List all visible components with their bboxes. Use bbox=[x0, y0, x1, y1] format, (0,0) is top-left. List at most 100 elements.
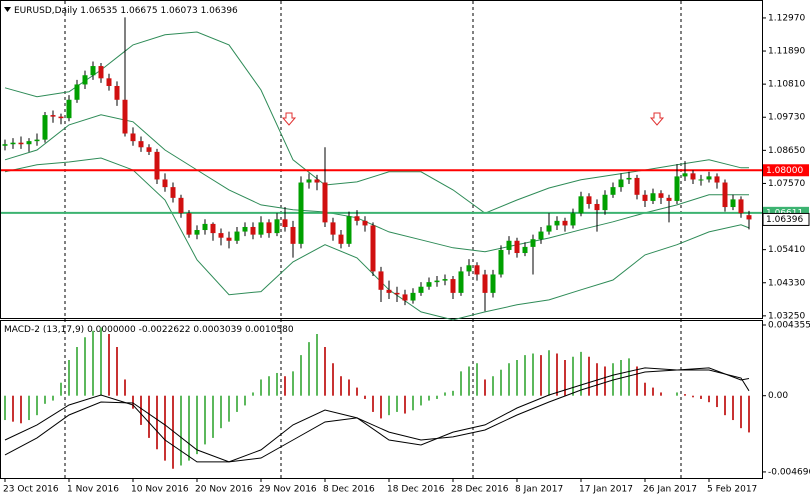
candle-body bbox=[498, 249, 504, 275]
x-tick-label: 26 Jan 2017 bbox=[643, 485, 697, 495]
y-tick-label: 1.10810 bbox=[768, 80, 805, 90]
y-tick-label: 1.04330 bbox=[768, 278, 805, 288]
candle-body bbox=[162, 179, 168, 188]
candle-body bbox=[602, 194, 608, 211]
candle-body bbox=[90, 66, 96, 76]
x-tick-label: 10 Nov 2016 bbox=[131, 485, 189, 495]
x-tick-label: 28 Dec 2016 bbox=[451, 485, 509, 495]
candle-body bbox=[714, 176, 720, 183]
candle-body bbox=[2, 144, 8, 146]
candle-body bbox=[410, 292, 416, 301]
candle-body bbox=[610, 187, 616, 195]
x-tick-label: 17 Jan 2017 bbox=[579, 485, 633, 495]
macd-line bbox=[4, 369, 750, 463]
candle-body bbox=[674, 176, 680, 201]
macd-value: 0.0003039 bbox=[193, 325, 242, 335]
candle-body bbox=[722, 182, 728, 208]
candle-body bbox=[106, 78, 112, 86]
candle-body bbox=[170, 187, 176, 198]
candle-body bbox=[698, 179, 704, 181]
y-tick-label: 1.11890 bbox=[768, 47, 805, 57]
candle-body bbox=[42, 115, 48, 140]
candle-body bbox=[218, 233, 224, 238]
candle-body bbox=[50, 115, 56, 117]
candle-body bbox=[538, 231, 544, 240]
candle-body bbox=[10, 142, 16, 145]
candle-body bbox=[18, 142, 24, 145]
macd-name: MACD-2 (13,17,9) bbox=[4, 325, 84, 335]
last-low: 1.06073 bbox=[160, 6, 197, 16]
candle-body bbox=[466, 265, 472, 272]
candle-body bbox=[746, 215, 752, 220]
candle-body bbox=[730, 199, 736, 208]
menu-triangle[interactable] bbox=[4, 7, 11, 12]
candle-body bbox=[514, 240, 520, 254]
candle-body bbox=[122, 99, 128, 134]
x-tick-label: 23 Oct 2016 bbox=[3, 485, 59, 495]
candle-body bbox=[642, 194, 648, 201]
y-tick-label: 1.08650 bbox=[768, 146, 805, 156]
candle-body bbox=[634, 177, 640, 195]
last-close: 1.06396 bbox=[201, 6, 238, 16]
x-tick-label: 8 Jan 2017 bbox=[515, 485, 563, 495]
candle-body bbox=[146, 147, 152, 152]
candle-body bbox=[346, 216, 352, 244]
candle-body bbox=[418, 286, 424, 293]
candle-body bbox=[258, 222, 264, 235]
candle-body bbox=[314, 179, 320, 183]
candle-body bbox=[290, 226, 296, 244]
candle-body bbox=[554, 220, 560, 226]
candle-body bbox=[154, 151, 160, 180]
macd-tick-label: 0.00 bbox=[768, 391, 788, 401]
macd-header: MACD-2 (13,17,9) 0.0000000 -0.0022622 0.… bbox=[4, 325, 294, 335]
last-high: 1.06675 bbox=[120, 6, 157, 16]
last-price-label: 1.06396 bbox=[766, 215, 803, 225]
candle-body bbox=[738, 199, 744, 214]
candle-body bbox=[530, 239, 536, 247]
candle-body bbox=[34, 139, 40, 142]
candle-body bbox=[546, 225, 552, 232]
candle-body bbox=[618, 179, 624, 188]
candle-body bbox=[98, 66, 104, 79]
macd-value: -0.0022622 bbox=[139, 325, 191, 335]
candle-body bbox=[194, 230, 200, 235]
candle-body bbox=[330, 222, 336, 235]
candle-body bbox=[474, 265, 480, 275]
y-tick-label: 1.09730 bbox=[768, 113, 805, 123]
y-tick-label: 1.05410 bbox=[768, 245, 805, 255]
candle-body bbox=[426, 282, 432, 287]
candle-body bbox=[578, 196, 584, 214]
y-tick-label: 1.03250 bbox=[768, 311, 805, 321]
candle-body bbox=[434, 280, 440, 283]
candle-body bbox=[282, 219, 288, 227]
candle-body bbox=[650, 193, 656, 201]
candle-body bbox=[234, 231, 240, 241]
candle-body bbox=[202, 223, 208, 231]
macd-tick-label: -0.004696 bbox=[768, 467, 810, 477]
x-tick-label: 29 Nov 2016 bbox=[259, 485, 317, 495]
candle-body bbox=[338, 234, 344, 244]
y-tick-label: 1.12970 bbox=[768, 13, 805, 23]
macd-panel bbox=[0, 320, 763, 479]
y-tick-label: 1.07570 bbox=[768, 179, 805, 189]
candle-body bbox=[482, 274, 488, 293]
candle-body bbox=[386, 289, 392, 293]
candle-body bbox=[274, 219, 280, 234]
last-price-box bbox=[762, 212, 810, 226]
candle-body bbox=[666, 197, 672, 201]
candle-body bbox=[354, 216, 360, 221]
candle-body bbox=[250, 226, 256, 235]
candle-body bbox=[130, 133, 136, 142]
price-label-box bbox=[763, 164, 809, 177]
candle-body bbox=[74, 84, 80, 100]
signal-arrow bbox=[649, 112, 665, 126]
last-open: 1.06535 bbox=[80, 6, 117, 16]
candle-body bbox=[298, 182, 304, 244]
candle-body bbox=[322, 182, 328, 223]
candle-body bbox=[402, 294, 408, 301]
candle-body bbox=[458, 271, 464, 293]
macd-value: 0.0010580 bbox=[245, 325, 294, 335]
candle-body bbox=[394, 292, 400, 295]
